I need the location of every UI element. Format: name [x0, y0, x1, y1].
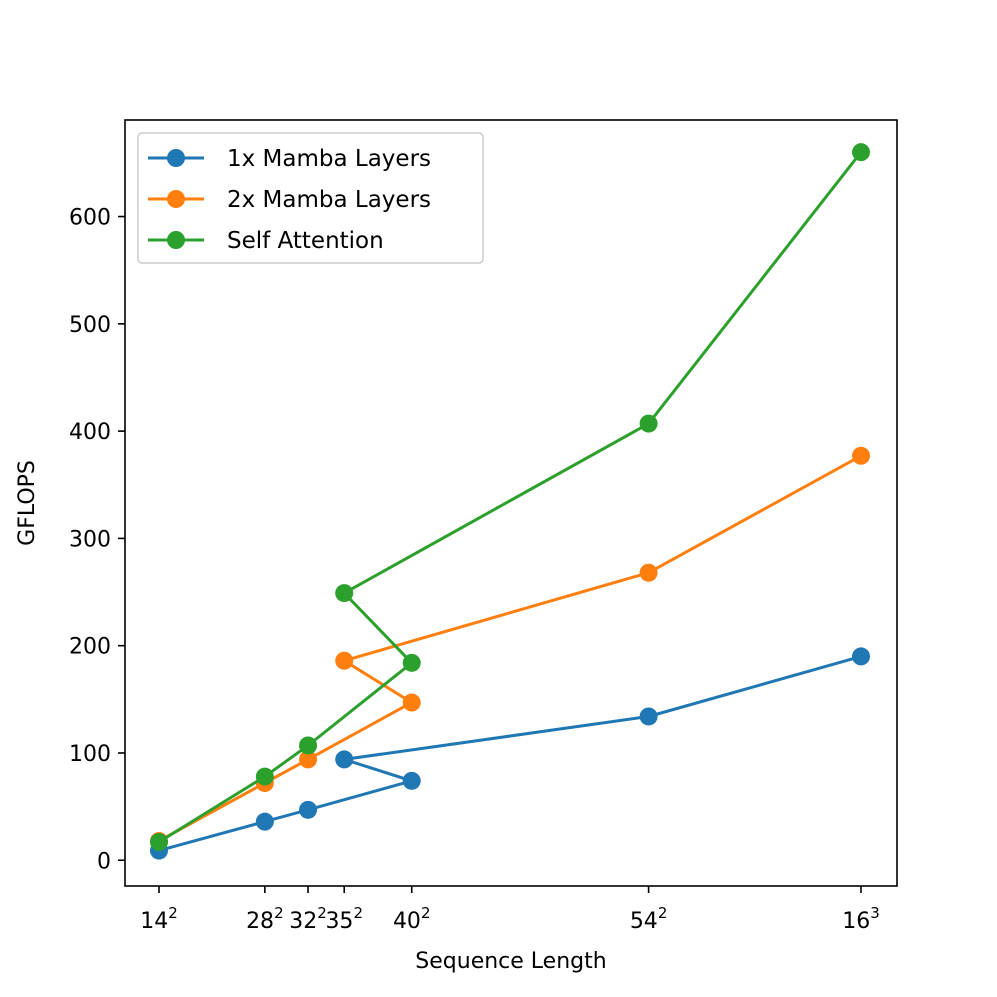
data-point	[335, 750, 354, 769]
data-point	[299, 750, 318, 769]
x-tick-base: 32	[289, 909, 317, 934]
data-point	[335, 584, 354, 603]
data-point	[150, 833, 168, 852]
legend-label: Self Attention	[227, 228, 384, 254]
x-tick-label: 352	[325, 904, 363, 934]
x-axis-label: Sequence Length	[415, 949, 606, 974]
x-tick-label: 163	[842, 904, 880, 934]
y-tick-label: 600	[69, 206, 111, 231]
x-tick-exponent: 2	[421, 904, 431, 922]
legend-marker	[167, 149, 185, 167]
data-point	[852, 647, 870, 666]
data-point	[639, 414, 658, 433]
x-tick-base: 14	[140, 909, 168, 934]
legend-box	[137, 132, 484, 264]
x-tick-label: 142	[140, 904, 178, 934]
series-layer	[150, 143, 870, 860]
data-point	[639, 707, 658, 726]
y-tick-label: 500	[69, 313, 111, 338]
y-tick-label: 200	[69, 635, 111, 660]
x-tick-base: 35	[325, 909, 353, 934]
x-tick-base: 40	[393, 909, 421, 934]
y-tick-label: 400	[69, 420, 111, 445]
y-tick-label: 0	[97, 849, 111, 874]
x-tick-exponent: 3	[870, 904, 880, 922]
legend-label: 2x Mamba Layers	[227, 187, 431, 213]
x-tick-base: 54	[630, 909, 658, 934]
x-tick-exponent: 2	[317, 904, 327, 922]
x-tick-exponent: 2	[353, 904, 363, 922]
legend-marker	[167, 190, 185, 208]
legend-item: 1x Mamba Layers	[148, 146, 431, 172]
x-tick-exponent: 2	[168, 904, 178, 922]
x-tick-label: 542	[630, 904, 668, 934]
data-point	[852, 446, 870, 465]
y-axis-label: GFLOPS	[15, 460, 40, 546]
x-tick-base: 16	[842, 909, 870, 934]
legend-item: Self Attention	[148, 228, 384, 254]
data-point	[639, 563, 658, 582]
legend-item: 2x Mamba Layers	[148, 187, 431, 213]
data-point	[335, 651, 354, 670]
data-point	[402, 771, 421, 790]
series-1	[150, 647, 870, 860]
data-point	[402, 653, 421, 672]
data-point	[255, 767, 274, 786]
y-axis-ticks: 0 100 200 300 400 500 600	[69, 206, 125, 874]
x-tick-label: 282	[246, 904, 284, 934]
legend-label: 1x Mamba Layers	[227, 146, 431, 172]
data-point	[255, 812, 274, 831]
x-tick-label: 322	[289, 904, 327, 934]
legend-marker	[167, 231, 185, 249]
data-point	[402, 693, 421, 712]
x-tick-exponent: 2	[274, 904, 284, 922]
data-point	[299, 736, 318, 755]
legend: 1x Mamba Layers 2x Mamba Layers Self Atten…	[137, 132, 484, 264]
series-3	[150, 143, 870, 852]
x-tick-base: 28	[246, 909, 274, 934]
data-point	[852, 143, 870, 162]
y-tick-label: 100	[69, 742, 111, 767]
data-point	[299, 800, 318, 819]
x-tick-label: 402	[393, 904, 431, 934]
x-tick-exponent: 2	[658, 904, 668, 922]
y-tick-label: 300	[69, 527, 111, 552]
